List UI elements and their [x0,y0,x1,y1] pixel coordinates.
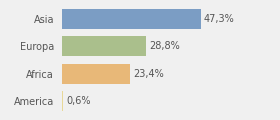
Bar [62,64,130,84]
Text: 0,6%: 0,6% [66,96,91,106]
Text: 23,4%: 23,4% [133,69,164,79]
Bar [62,91,63,111]
Bar [62,36,146,56]
Text: 28,8%: 28,8% [149,41,180,51]
Text: 47,3%: 47,3% [204,14,234,24]
Bar [62,9,201,29]
